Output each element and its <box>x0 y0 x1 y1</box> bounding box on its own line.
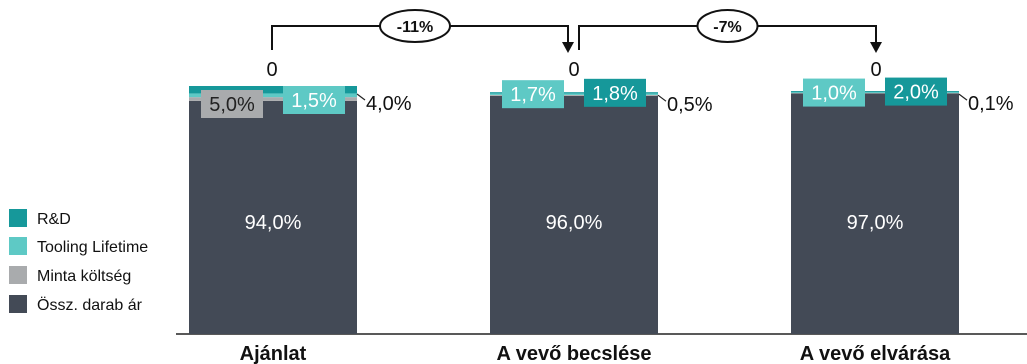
legend-label: R&D <box>37 211 71 228</box>
x-tick-label: Ajánlat <box>240 343 307 364</box>
legend-swatch <box>9 295 27 313</box>
change-ellipse <box>696 9 759 43</box>
value-box-label: 5,0% <box>209 94 255 116</box>
value-box <box>803 78 865 107</box>
value-box-label: 1,7% <box>510 84 556 106</box>
legend-swatch <box>9 237 27 255</box>
value-box <box>283 86 345 114</box>
bar-segment-3-4 <box>791 91 959 93</box>
side-label-leader <box>356 93 366 101</box>
change-arrowhead <box>870 42 882 53</box>
bar-segment-2-2 <box>490 94 658 96</box>
bar-segment-3-3 <box>791 92 959 94</box>
value-box <box>584 78 646 107</box>
change-ellipse <box>379 9 451 43</box>
bar-segment-2-3 <box>490 93 658 95</box>
side-label-leader <box>958 93 968 101</box>
top-value-label: 0 <box>568 59 579 81</box>
value-box-label: 1,8% <box>592 83 638 105</box>
bar-segment-3-1 <box>791 93 959 334</box>
bar-segment-1-1 <box>189 100 357 334</box>
legend-swatch <box>9 266 27 284</box>
value-box-label: 1,5% <box>291 90 337 112</box>
bar-value-label: 97,0% <box>847 212 904 234</box>
x-tick-label: A vevő becslése <box>497 343 652 364</box>
value-box <box>885 77 947 106</box>
side-label-leader <box>657 94 667 102</box>
legend-label: Össz. darab ár <box>37 296 143 314</box>
legend-label: Minta költség <box>37 268 131 285</box>
value-box <box>502 80 564 109</box>
top-value-label: 0 <box>266 59 277 81</box>
bar-segment-2-1 <box>490 95 658 334</box>
legend-swatch <box>9 209 27 227</box>
side-label: 0,5% <box>667 94 713 116</box>
bar-value-label: 96,0% <box>546 212 603 234</box>
change-label: -11% <box>397 19 433 36</box>
bar-segment-1-3 <box>189 93 357 98</box>
value-box <box>201 90 263 118</box>
side-label: 4,0% <box>366 93 412 115</box>
bar-segment-3-2 <box>791 93 959 94</box>
x-tick-label: A vevő elvárása <box>800 343 951 364</box>
change-arrowhead <box>562 42 574 53</box>
bar-segment-1-4 <box>189 86 357 94</box>
top-value-label: 0 <box>870 59 881 81</box>
legend-label: Tooling Lifetime <box>37 239 148 256</box>
value-box-label: 1,0% <box>811 83 857 105</box>
bar-segment-1-2 <box>189 97 357 101</box>
side-label: 0,1% <box>968 93 1014 115</box>
bar-segment-2-4 <box>490 92 658 94</box>
change-label: -7% <box>713 19 741 36</box>
bar-value-label: 94,0% <box>245 212 302 234</box>
value-box-label: 2,0% <box>893 82 939 104</box>
